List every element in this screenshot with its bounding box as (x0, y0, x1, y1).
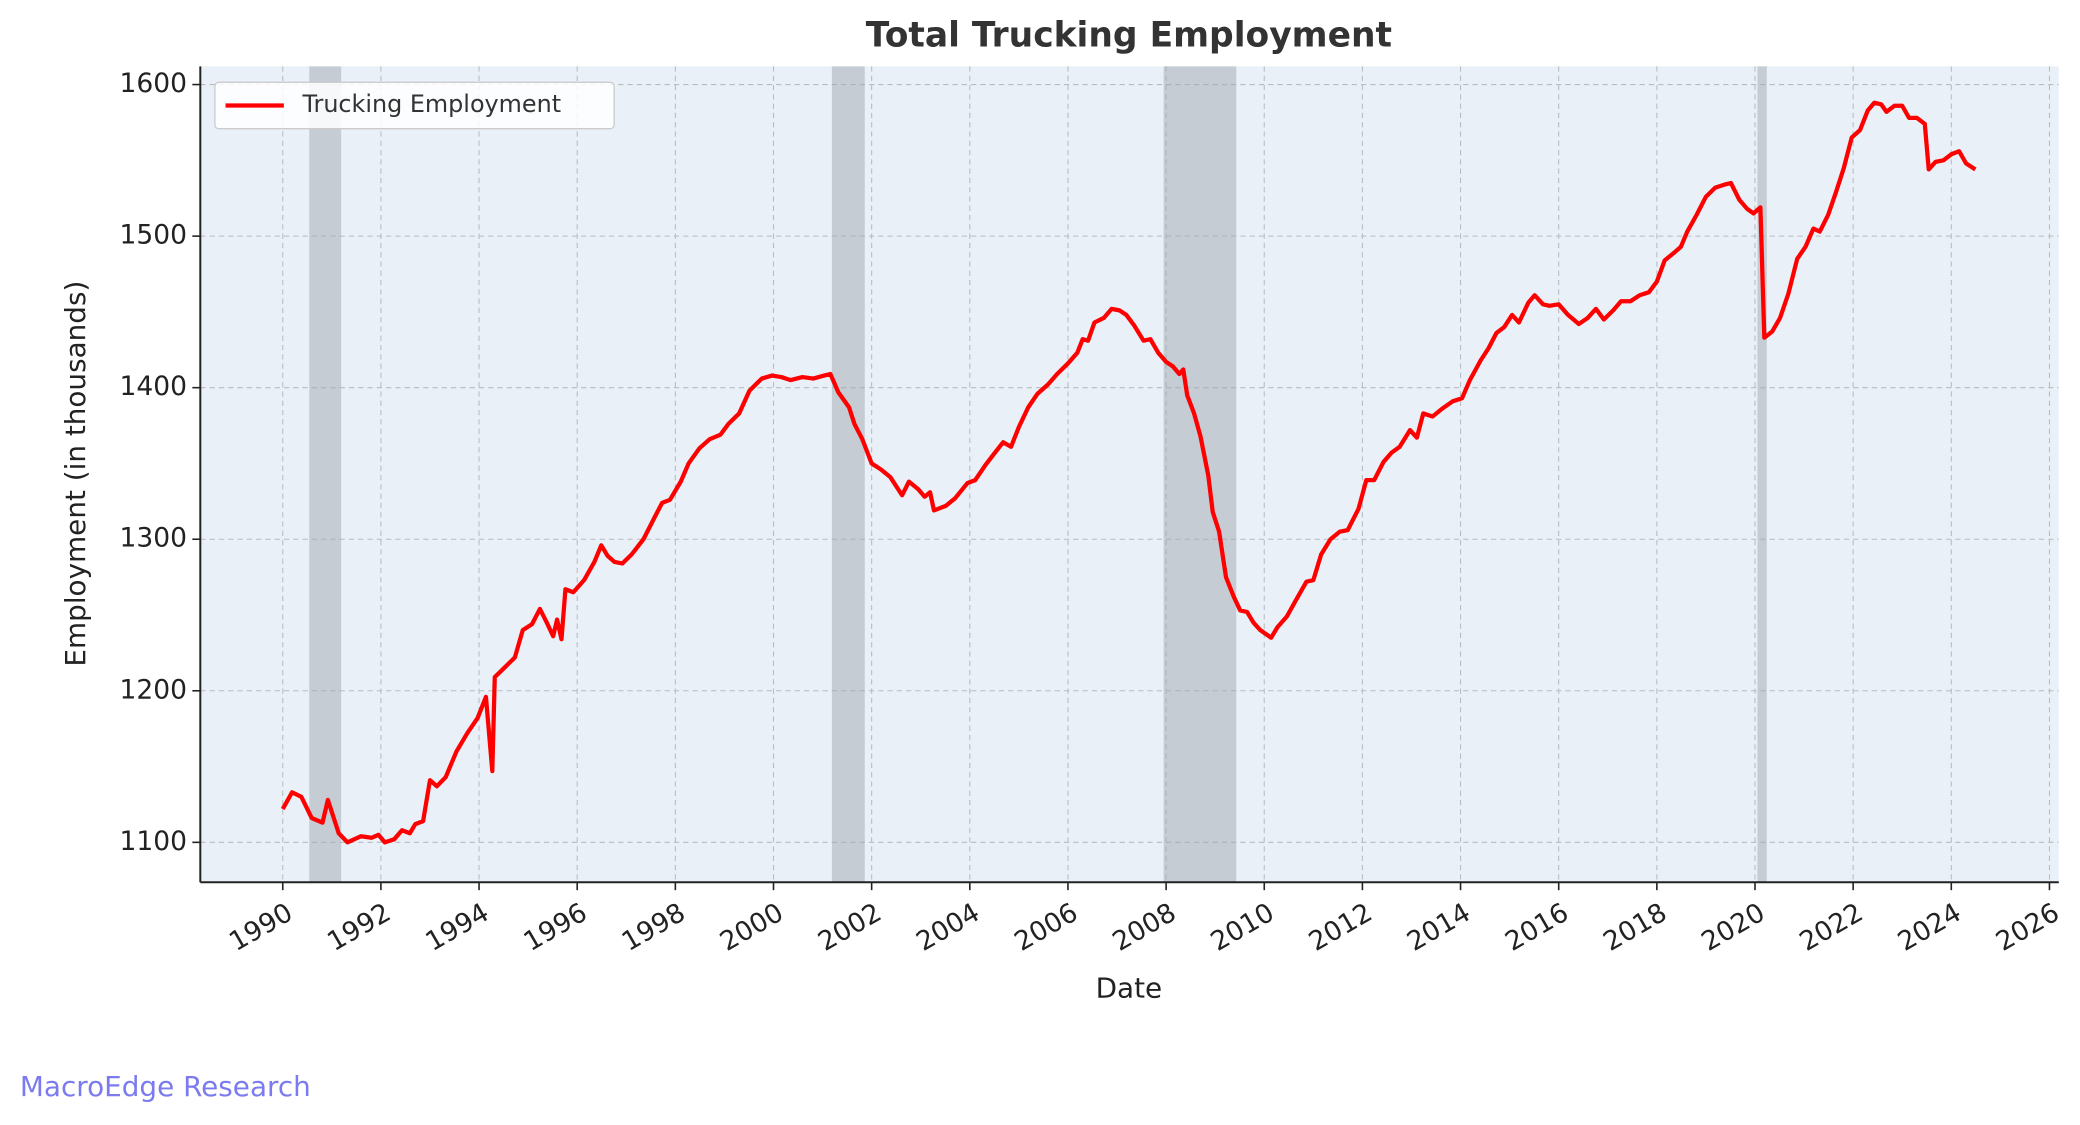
x-tick-label: 2002 (813, 897, 887, 958)
recession-band (1163, 66, 1237, 883)
watermark: MacroEdge Research (20, 1070, 311, 1103)
x-tick-label: 1992 (322, 897, 396, 958)
x-tick-label: 2004 (911, 897, 985, 958)
y-tick-label: 1500 (120, 220, 187, 251)
chart-title: Total Trucking Employment (866, 16, 1392, 56)
x-tick-label: 2022 (1794, 897, 1868, 958)
legend-box (214, 81, 615, 130)
y-tick-label: 1600 (120, 68, 187, 99)
x-tick-label: 2018 (1598, 897, 1672, 958)
x-tick-label: 1990 (224, 897, 298, 958)
x-tick-label: 1994 (420, 897, 494, 958)
x-tick-label: 2000 (715, 897, 789, 958)
legend-label: Trucking Employment (301, 90, 561, 118)
recession-band (309, 66, 342, 883)
x-axis-label: Date (1096, 972, 1163, 1005)
y-tick-label: 1400 (120, 371, 187, 402)
x-tick-label: 2024 (1893, 897, 1967, 958)
y-tick-label: 1300 (120, 523, 187, 554)
x-tick-label: 2008 (1107, 897, 1181, 958)
x-tick-label: 1996 (518, 897, 592, 958)
recession-band (831, 66, 865, 883)
x-tick-label: 2010 (1206, 897, 1280, 958)
x-tick-label: 2026 (1991, 897, 2065, 958)
y-axis-label: Employment (in thousands) (59, 281, 92, 667)
shaded-regions (309, 66, 1767, 883)
plot-background (200, 66, 2059, 883)
y-tick-label: 1100 (120, 826, 187, 857)
y-tick-label: 1200 (120, 674, 187, 705)
x-tick-label: 2012 (1304, 897, 1378, 958)
data-line (280, 100, 1977, 845)
x-tick-label: 2016 (1500, 897, 1574, 958)
recession-band (1757, 66, 1767, 883)
x-tick-label: 2020 (1696, 897, 1770, 958)
x-tick-label: 1998 (617, 897, 691, 958)
x-tick-label: 2014 (1402, 897, 1476, 958)
x-tick-label: 2006 (1009, 897, 1083, 958)
